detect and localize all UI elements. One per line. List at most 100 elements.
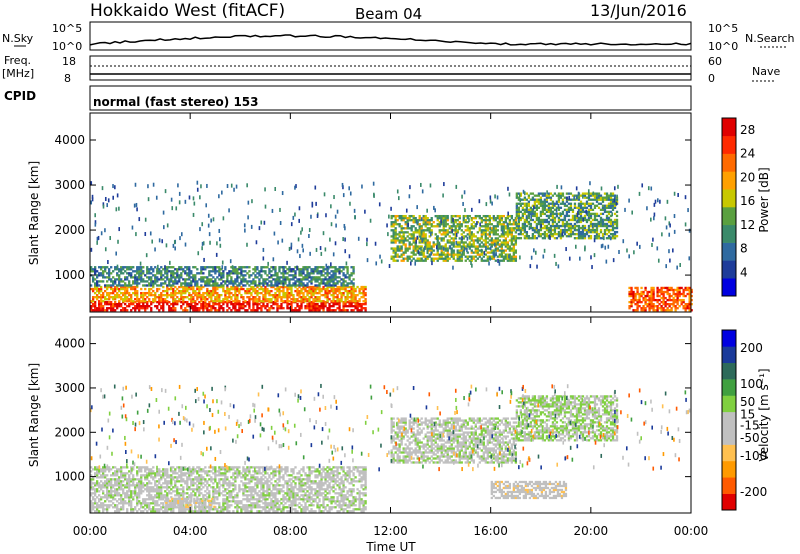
heatmap-cell [122, 508, 125, 511]
heatmap-cell [208, 272, 211, 275]
heatmap-cell [156, 490, 159, 493]
heatmap-cell [188, 278, 191, 281]
heatmap-cell [678, 288, 681, 292]
heatmap-cell [392, 231, 395, 234]
heatmap-cell [664, 286, 667, 290]
heatmap-cell [108, 470, 111, 473]
heatmap-cell [218, 307, 221, 310]
heatmap-cell [156, 268, 159, 271]
heatmap-cell [458, 243, 461, 246]
heatmap-cell [200, 278, 203, 281]
heatmap-cell [136, 500, 139, 503]
heatmap-cell [230, 266, 233, 269]
heatmap-cell [208, 232, 211, 237]
heatmap-cell [136, 296, 139, 299]
heatmap-cell [664, 309, 667, 312]
heatmap-cell [252, 296, 255, 299]
heatmap-cell [260, 270, 263, 273]
heatmap-cell [156, 480, 159, 483]
heatmap-cell [340, 278, 343, 281]
heatmap-cell [422, 259, 425, 262]
heatmap-cell [492, 227, 495, 230]
heatmap-cell [515, 206, 519, 209]
heatmap-cell [130, 502, 133, 505]
heatmap-cell [326, 274, 329, 277]
heatmap-cell [134, 300, 137, 304]
heatmap-cell [525, 218, 529, 222]
heatmap-cell [220, 293, 223, 297]
heatmap-cell [514, 221, 518, 224]
heatmap-cell [226, 305, 229, 308]
heatmap-cell [118, 305, 121, 308]
heatmap-cell [354, 298, 357, 301]
heatmap-cell [424, 235, 427, 238]
heatmap-cell [579, 212, 583, 216]
heatmap-cell [537, 198, 541, 201]
heatmap-cell [126, 276, 129, 279]
heatmap-cell [547, 204, 551, 207]
heatmap-cell [184, 287, 187, 291]
heatmap-cell [666, 292, 669, 296]
heatmap-cell [115, 207, 118, 212]
heatmap-cell [551, 235, 555, 238]
heatmap-cell [260, 282, 263, 285]
heatmap-cell [188, 195, 191, 200]
heatmap-cell [543, 206, 547, 209]
heatmap-cell [296, 265, 298, 270]
heatmap-cell [288, 300, 291, 303]
heatmap-cell [527, 194, 531, 197]
heatmap-cell [446, 253, 449, 256]
heatmap-cell [144, 287, 147, 291]
heatmap-cell [188, 298, 191, 301]
heatmap-cell [106, 490, 109, 493]
heatmap-cell [138, 266, 141, 269]
heatmap-cell [224, 280, 227, 283]
heatmap-cell [164, 189, 167, 194]
heatmap-cell [510, 255, 514, 258]
heatmap-cell [278, 270, 281, 273]
heatmap-cell [390, 223, 393, 226]
heatmap-cell [224, 293, 227, 297]
heatmap-cell [154, 305, 157, 308]
heatmap-cell [502, 249, 505, 252]
heatmap-cell [669, 258, 671, 263]
heatmap-cell [533, 235, 537, 238]
heatmap-cell [668, 309, 671, 312]
heatmap-cell [184, 272, 187, 275]
heatmap-cell [607, 206, 611, 209]
heatmap-cell [577, 235, 581, 238]
heatmap-cell [144, 468, 147, 471]
heatmap-cell [432, 257, 435, 260]
heatmap-cell [128, 274, 131, 277]
heatmap-cell [472, 241, 475, 244]
heatmap-cell [202, 307, 205, 310]
heatmap-cell [436, 235, 439, 238]
heatmap-cell [690, 302, 693, 306]
heatmap-cell [302, 298, 305, 301]
heatmap-cell [166, 291, 169, 295]
heatmap-cell [531, 208, 534, 213]
heatmap-cell [462, 201, 464, 206]
heatmap-cell [260, 266, 263, 269]
heatmap-cell [579, 226, 583, 230]
heatmap-cell [454, 231, 457, 234]
heatmap-cell [182, 302, 185, 306]
heatmap-cell [106, 484, 109, 487]
heatmap-cell [108, 293, 111, 297]
heatmap-cell [601, 224, 605, 228]
heatmap-cell [416, 249, 419, 252]
heatmap-cell [140, 293, 143, 297]
heatmap-cell [106, 285, 109, 289]
heatmap-cell [274, 268, 277, 271]
heatmap-cell [350, 272, 353, 275]
heatmap-cell [264, 282, 267, 285]
heatmap-cell [124, 307, 127, 310]
heatmap-cell [480, 229, 483, 232]
heatmap-cell [310, 309, 313, 312]
heatmap-cell [512, 229, 516, 232]
heatmap-cell [264, 285, 267, 289]
heatmap-cell [266, 309, 269, 312]
heatmap-cell [116, 302, 119, 306]
heatmap-cell [638, 296, 641, 300]
heatmap-cell [138, 298, 141, 301]
